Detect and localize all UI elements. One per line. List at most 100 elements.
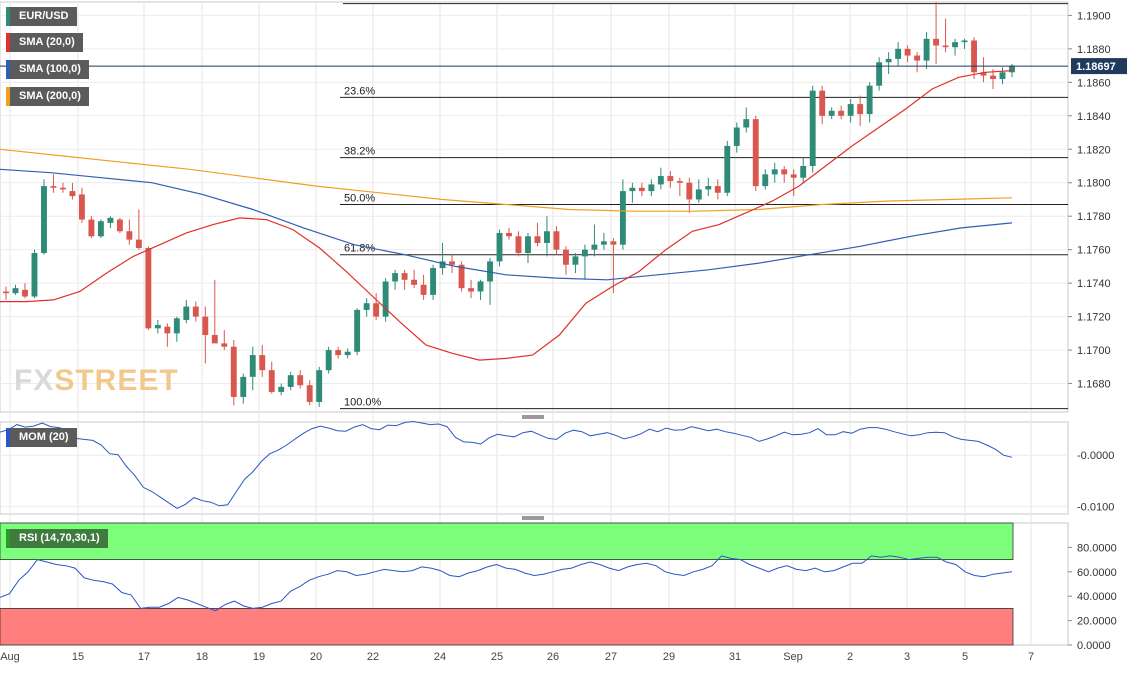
candle-body bbox=[544, 231, 550, 243]
candle bbox=[183, 299, 190, 324]
candle bbox=[211, 279, 218, 344]
candle bbox=[762, 169, 769, 190]
candle-body bbox=[116, 219, 123, 232]
candle-body bbox=[591, 244, 598, 250]
axes: Aug 15 17 18 19 20 22 24 25 26 27 29 31 Sep 2 3 5 7 1.1900… bbox=[0, 10, 1127, 663]
x-tick-label: 7 bbox=[1028, 651, 1034, 663]
rsi-tick-label: 40.0000 bbox=[1077, 591, 1117, 603]
legend-pair[interactable]: EUR/USD bbox=[6, 7, 77, 26]
candle-body bbox=[202, 316, 209, 336]
candle-body bbox=[50, 186, 57, 188]
candle bbox=[496, 229, 503, 267]
candle bbox=[382, 278, 389, 322]
candle bbox=[392, 269, 399, 290]
candle bbox=[572, 253, 579, 274]
fib-label: 100.0% bbox=[344, 397, 382, 409]
x-tick-label: 24 bbox=[434, 651, 446, 663]
candle-body bbox=[430, 268, 437, 295]
candle-body bbox=[999, 72, 1006, 79]
candle-body bbox=[287, 375, 294, 387]
candle bbox=[743, 107, 750, 133]
candle bbox=[487, 258, 493, 305]
fxstreet-logo: FXSTREET bbox=[14, 364, 179, 397]
candle bbox=[202, 306, 209, 364]
x-tick-label: 17 bbox=[138, 651, 150, 663]
candle bbox=[506, 227, 512, 240]
candle-body bbox=[88, 219, 95, 237]
candle-body bbox=[126, 231, 133, 240]
legend-sma200[interactable]: SMA (200,0) bbox=[6, 87, 89, 106]
legend-mom[interactable]: MOM (20) bbox=[6, 428, 77, 447]
legend-sma100[interactable]: SMA (100,0) bbox=[6, 60, 89, 79]
candle-body bbox=[695, 189, 702, 200]
candle bbox=[600, 232, 607, 250]
candle-body bbox=[572, 256, 579, 265]
candle bbox=[695, 179, 702, 203]
price-tick-label: 1.1760 bbox=[1077, 245, 1111, 257]
candle bbox=[733, 122, 740, 153]
candle bbox=[477, 279, 484, 300]
candle bbox=[306, 380, 313, 406]
candle-body bbox=[1009, 65, 1015, 73]
candle-body bbox=[866, 85, 873, 115]
candle-body bbox=[923, 38, 930, 61]
legend-rsi[interactable]: RSI (14,70,30,1) bbox=[6, 529, 108, 548]
candle bbox=[657, 167, 664, 190]
current-price-value: 1.18697 bbox=[1076, 61, 1116, 73]
candle bbox=[961, 38, 968, 49]
candle-body bbox=[885, 58, 892, 63]
x-tick-label: 2 bbox=[847, 651, 853, 663]
candle-body bbox=[942, 45, 949, 48]
legend-sma20[interactable]: SMA (20,0) bbox=[6, 33, 83, 52]
candles bbox=[3, 2, 1015, 407]
rsi-tick-label: 60.0000 bbox=[1077, 567, 1117, 579]
candle bbox=[686, 177, 693, 213]
candle bbox=[714, 179, 721, 200]
candle-body bbox=[3, 291, 9, 294]
candle bbox=[401, 269, 408, 290]
candle-body bbox=[173, 318, 180, 334]
candle bbox=[240, 373, 247, 404]
candle-body bbox=[743, 119, 750, 128]
candle bbox=[525, 232, 531, 264]
x-tick-label: 15 bbox=[72, 651, 84, 663]
candle-body bbox=[610, 241, 617, 245]
candle-body bbox=[648, 184, 655, 192]
candle bbox=[3, 286, 9, 300]
candle-body bbox=[809, 90, 816, 166]
candle-body bbox=[164, 326, 171, 334]
candle-body bbox=[525, 236, 531, 254]
candle-body bbox=[78, 194, 85, 220]
candle-body bbox=[306, 385, 313, 402]
candle-body bbox=[382, 281, 389, 317]
candle bbox=[563, 246, 569, 275]
candle-body bbox=[838, 110, 845, 116]
x-tick-label: 3 bbox=[904, 651, 910, 663]
mom-tick-label: -0.0100 bbox=[1077, 501, 1114, 513]
candle-body bbox=[468, 288, 474, 292]
candle-body bbox=[714, 186, 721, 193]
candle bbox=[676, 177, 683, 197]
candle bbox=[895, 42, 902, 66]
candle bbox=[287, 371, 294, 391]
price-tick-label: 1.1840 bbox=[1077, 111, 1111, 123]
candle-body bbox=[581, 249, 588, 257]
candle-body bbox=[619, 191, 626, 245]
sma20-line bbox=[0, 70, 1013, 361]
candle-body bbox=[847, 104, 854, 116]
candle-body bbox=[876, 62, 883, 86]
candle bbox=[534, 222, 541, 247]
candle bbox=[449, 254, 455, 274]
candle bbox=[173, 316, 180, 342]
x-tick-label: Aug bbox=[0, 651, 20, 663]
candle-body bbox=[914, 55, 921, 61]
candle bbox=[999, 67, 1006, 84]
candle-body bbox=[221, 343, 228, 347]
moving-averages bbox=[0, 70, 1013, 361]
candle bbox=[126, 219, 133, 245]
candle bbox=[135, 209, 142, 250]
candle-body bbox=[781, 169, 788, 175]
candle-body bbox=[135, 239, 142, 248]
candle bbox=[980, 57, 987, 83]
candle bbox=[458, 261, 465, 292]
